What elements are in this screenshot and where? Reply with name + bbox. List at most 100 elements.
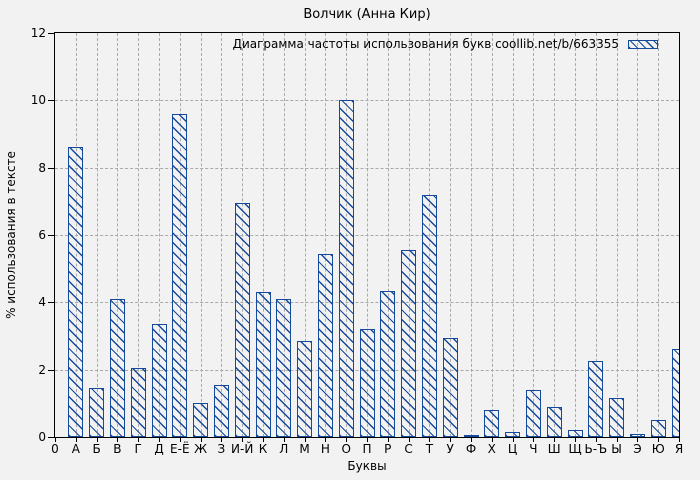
v-gridline-Ь-Ъ <box>595 33 597 437</box>
x-tick-mark-Е-Ё <box>179 437 181 442</box>
y-tick-label-6: 6 <box>38 228 46 242</box>
x-tick-label-Я: Я <box>674 442 684 456</box>
x-tick-mark-Ч <box>533 437 535 442</box>
x-axis-label: Буквы <box>347 459 387 473</box>
x-tick-label-Ы: Ы <box>611 442 622 456</box>
x-tick-mark-В <box>117 437 119 442</box>
x-tick-label-Р: Р <box>384 442 392 456</box>
x-tick-mark-Х <box>491 437 493 442</box>
x-tick-mark-Э <box>637 437 639 442</box>
v-gridline-К <box>263 33 264 437</box>
x-tick-label-А: А <box>71 442 80 456</box>
x-tick-label-Х: Х <box>487 442 496 456</box>
bar-Ш <box>546 406 562 437</box>
v-gridline-Ч <box>533 33 535 437</box>
legend-label: Диаграмма частоты использования букв coo… <box>232 37 619 51</box>
x-tick-mark-Щ <box>575 437 576 442</box>
x-tick-label-Ф: Ф <box>465 442 477 456</box>
x-tick-label-Л: Л <box>279 442 289 456</box>
v-gridline-Д <box>159 33 160 437</box>
v-gridline-С <box>408 33 410 437</box>
bar-С <box>401 250 417 437</box>
bar-В <box>109 298 125 437</box>
x-tick-label-Ч: Ч <box>529 442 538 456</box>
x-tick-mark-Ы <box>616 437 618 442</box>
x-tick-label-Ь-Ъ: Ь-Ъ <box>584 442 608 456</box>
x-tick-mark-Ж <box>200 437 202 442</box>
x-tick-label-Е-Ё: Е-Ё <box>170 442 190 456</box>
x-tick-label-С: С <box>404 442 413 456</box>
bar-К <box>255 292 271 437</box>
hatched-bar-swatch-icon <box>628 39 658 49</box>
bar-П <box>359 329 375 437</box>
x-tick-label-Н: Н <box>320 442 330 456</box>
x-tick-mark-Ц <box>512 437 514 442</box>
bar-Н <box>317 253 333 437</box>
x-tick-mark-Л <box>283 437 285 442</box>
bar-Е-Ё <box>172 113 188 437</box>
x-tick-label-Ц: Ц <box>507 442 518 456</box>
chart-title: Волчик (Анна Кир) <box>303 7 431 22</box>
x-tick-label-О: О <box>341 442 351 456</box>
v-gridline-П <box>367 33 368 437</box>
x-tick-mark-Ю <box>658 437 660 442</box>
bar-Г <box>130 367 146 437</box>
y-tick-mark-10 <box>48 100 54 102</box>
y-tick-mark-2 <box>48 369 54 371</box>
x-tick-label-Э: Э <box>633 442 642 456</box>
y-tick-label-0: 0 <box>38 430 46 444</box>
bar-Л <box>276 298 292 437</box>
x-tick-label-П: П <box>362 442 372 456</box>
bar-М <box>297 341 313 437</box>
bar-Х <box>484 410 500 437</box>
v-gridline-Л <box>283 33 285 437</box>
y-tick-mark-0 <box>48 437 54 438</box>
x-tick-mark-Б <box>96 437 98 442</box>
bar-Д <box>151 324 167 437</box>
v-gridline-Щ <box>575 33 576 437</box>
v-gridline-Ж <box>200 33 202 437</box>
bar-Щ <box>567 430 583 437</box>
bar-Ь-Ъ <box>588 361 604 437</box>
v-gridline-М <box>304 33 306 437</box>
v-gridline-Г <box>138 33 140 437</box>
bar-Ю <box>650 420 666 437</box>
bar-А <box>68 147 84 437</box>
bar-Б <box>89 388 105 437</box>
x-tick-label-Б: Б <box>92 442 101 456</box>
bar-И-Й <box>234 203 250 437</box>
y-tick-mark-6 <box>48 235 54 236</box>
x-tick-mark-Д <box>159 437 160 442</box>
v-gridline-Б <box>96 33 98 437</box>
x-tick-label-З: З <box>217 442 226 456</box>
x-tick-label-М: М <box>299 442 310 456</box>
bar-Я <box>671 349 679 437</box>
bar-Ч <box>525 389 541 437</box>
x-tick-mark-М <box>304 437 306 442</box>
x-tick-mark-Г <box>138 437 140 442</box>
bar-Р <box>380 290 396 437</box>
x-tick-mark-Н <box>325 437 327 442</box>
x-tick-label-К: К <box>258 442 268 456</box>
x-tick-mark-С <box>408 437 410 442</box>
v-gridline-Ю <box>658 33 660 437</box>
y-tick-label-10: 10 <box>30 93 46 108</box>
x-tick-mark-У <box>450 437 452 442</box>
x-tick-mark-К <box>263 437 264 442</box>
y-tick-label-4: 4 <box>38 295 46 310</box>
v-gridline-Ц <box>512 33 514 437</box>
y-tick-label-8: 8 <box>38 160 46 175</box>
v-gridline-У <box>450 33 452 437</box>
x-tick-mark-О <box>346 437 348 442</box>
x-tick-label-Г: Г <box>134 442 142 456</box>
bar-Ж <box>193 403 209 437</box>
bar-Э <box>629 433 645 437</box>
legend: Диаграмма частоты использования букв coo… <box>233 37 658 51</box>
bar-Ф <box>463 435 479 437</box>
v-gridline-Р <box>387 33 389 437</box>
plot-area <box>54 32 680 438</box>
x-tick-mark-П <box>367 437 368 442</box>
x-tick-label-В: В <box>113 442 122 456</box>
x-tick-mark-И-Й <box>242 437 244 442</box>
v-gridline-Э <box>637 33 639 437</box>
